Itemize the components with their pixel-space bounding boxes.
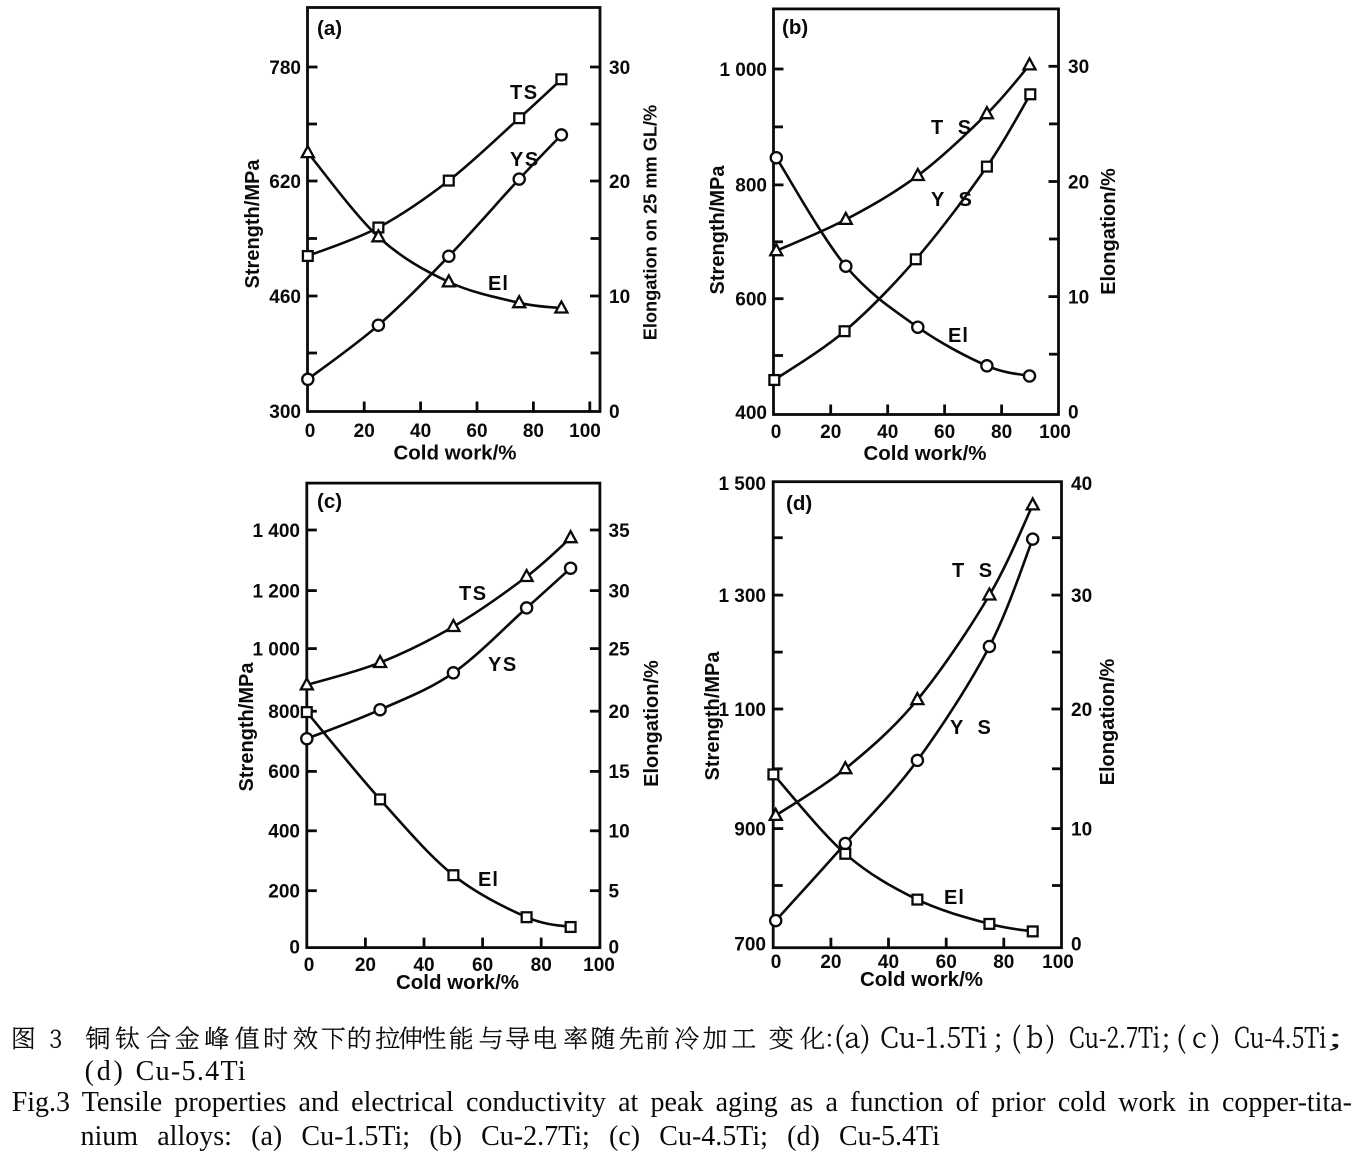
svg-text:1 400: 1 400 [252,521,300,542]
svg-text:80: 80 [531,955,552,976]
svg-text:0: 0 [771,952,782,973]
svg-text:Cold work/%: Cold work/% [860,968,983,991]
svg-text:10: 10 [1071,819,1092,840]
svg-text:20: 20 [609,702,630,723]
svg-text:(d): (d) [786,492,812,515]
svg-text:Elongation/%: Elongation/% [1097,658,1119,785]
svg-text:20: 20 [820,422,841,443]
svg-text:20: 20 [354,421,375,442]
svg-text:30: 30 [1068,57,1089,78]
svg-text:0: 0 [305,421,316,442]
svg-text:El: El [488,273,509,295]
svg-text:80: 80 [991,422,1012,443]
svg-text:1 100: 1 100 [718,700,766,721]
svg-text:15: 15 [609,762,631,783]
svg-text:El: El [944,887,965,909]
svg-text:20: 20 [1071,700,1092,721]
svg-text:(b): (b) [782,16,808,39]
svg-text:Elongation/%: Elongation/% [1098,168,1120,295]
svg-text:0: 0 [771,422,782,443]
svg-text:(c): (c) [317,490,342,513]
svg-text:5: 5 [609,882,620,903]
svg-text:20: 20 [820,952,841,973]
svg-text:100: 100 [1039,422,1071,443]
svg-text:400: 400 [268,822,300,843]
svg-text:100: 100 [569,421,601,442]
svg-text:40: 40 [877,422,898,443]
svg-text:Strength/MPa: Strength/MPa [707,165,729,295]
svg-text:460: 460 [269,287,301,308]
svg-text:El: El [948,325,969,347]
svg-text:25: 25 [609,639,631,660]
svg-text:Strength/MPa: Strength/MPa [702,651,724,781]
svg-text:TS: TS [459,583,488,605]
svg-text:10: 10 [609,287,630,308]
svg-text:TS: TS [510,82,539,104]
svg-text:YS: YS [488,654,518,676]
svg-text:YS: YS [510,149,540,171]
svg-text:40: 40 [410,421,431,442]
svg-text:800: 800 [268,702,300,723]
svg-text:1 200: 1 200 [252,581,300,602]
svg-text:100: 100 [1042,952,1074,973]
svg-text:30: 30 [609,581,630,602]
svg-text:35: 35 [609,521,631,542]
svg-text:620: 620 [269,172,301,193]
svg-text:1 500: 1 500 [718,474,766,495]
svg-text:0: 0 [1068,403,1079,424]
svg-text:20: 20 [355,955,376,976]
svg-text:60: 60 [472,955,493,976]
svg-text:Cold work/%: Cold work/% [396,971,519,994]
svg-text:0: 0 [304,955,315,976]
svg-text:1 000: 1 000 [719,60,767,81]
svg-text:T S: T S [952,560,997,582]
svg-text:Cold work/%: Cold work/% [393,442,516,465]
svg-text:Y S: Y S [931,189,976,211]
svg-text:700: 700 [734,935,766,956]
svg-text:300: 300 [269,402,301,423]
svg-text:80: 80 [993,952,1014,973]
svg-text:60: 60 [936,952,957,973]
svg-text:80: 80 [523,421,544,442]
svg-text:60: 60 [466,421,487,442]
svg-text:60: 60 [934,422,955,443]
svg-text:10: 10 [1068,287,1089,308]
svg-text:El: El [478,869,499,891]
svg-text:Cold work/%: Cold work/% [863,442,986,465]
svg-text:800: 800 [735,176,767,197]
svg-text:780: 780 [269,58,301,79]
svg-text:40: 40 [878,952,899,973]
svg-text:600: 600 [268,762,300,783]
svg-text:30: 30 [609,58,630,79]
svg-text:0: 0 [609,938,620,959]
svg-text:900: 900 [734,819,766,840]
svg-text:Y S: Y S [950,717,995,739]
svg-text:20: 20 [609,172,630,193]
svg-text:Strength/MPa: Strength/MPa [242,159,264,289]
svg-text:0: 0 [1071,935,1082,956]
svg-text:0: 0 [609,402,620,423]
svg-text:40: 40 [1071,474,1092,495]
svg-text:1 300: 1 300 [718,586,766,607]
svg-text:10: 10 [609,822,630,843]
svg-text:1 000: 1 000 [252,639,300,660]
svg-text:T S: T S [931,117,976,139]
svg-text:100: 100 [583,955,615,976]
svg-text:Strength/MPa: Strength/MPa [236,662,258,792]
svg-text:20: 20 [1068,172,1089,193]
svg-text:400: 400 [735,403,767,424]
svg-text:Elongation on 25 mm GL/%: Elongation on 25 mm GL/% [641,105,661,340]
svg-text:200: 200 [268,882,300,903]
svg-text:40: 40 [413,955,434,976]
svg-text:30: 30 [1071,586,1092,607]
svg-text:0: 0 [289,938,300,959]
svg-text:Elongation/%: Elongation/% [641,660,663,787]
svg-text:(a): (a) [317,17,342,40]
svg-text:600: 600 [735,290,767,311]
